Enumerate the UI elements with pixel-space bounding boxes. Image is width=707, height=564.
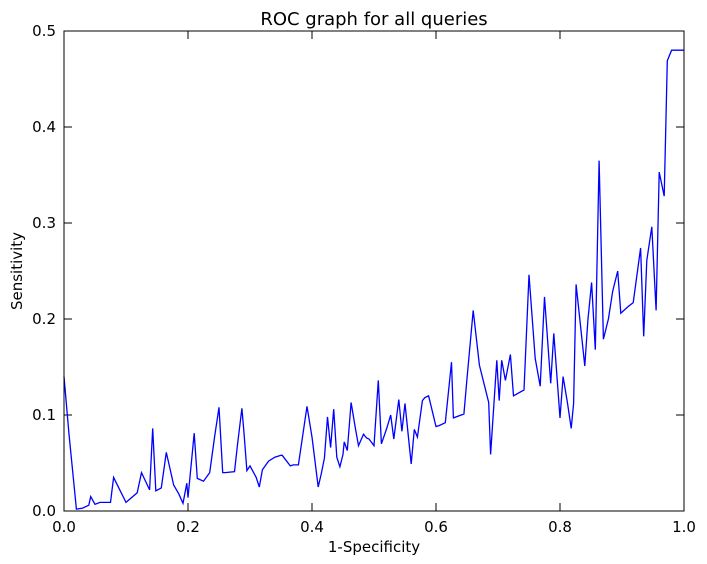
series-layer: [63, 49, 684, 510]
x-tick-label: 0.8: [548, 518, 572, 536]
y-axis-title: Sensitivity: [8, 232, 26, 310]
x-axis-title: 1-Specificity: [328, 538, 420, 556]
y-tick-label: 0.3: [32, 214, 56, 232]
y-tick-label: 0.1: [32, 406, 56, 424]
x-tick-label: 0.0: [52, 518, 76, 536]
x-tick-label: 0.6: [424, 518, 448, 536]
y-tick-label: 0.2: [32, 310, 56, 328]
plot-frame: [63, 30, 685, 512]
x-axis-ticks: 0.0 0.2 0.4 0.6 0.8 1.0: [52, 31, 696, 536]
y-tick-label: 0.0: [32, 502, 56, 520]
x-tick-label: 0.2: [176, 518, 200, 536]
y-tick-label: 0.4: [32, 118, 56, 136]
y-tick-label: 0.5: [32, 22, 56, 40]
x-tick-label: 0.4: [300, 518, 324, 536]
x-tick-label: 1.0: [672, 518, 696, 536]
chart-title: ROC graph for all queries: [260, 9, 487, 30]
roc-series-line: [63, 49, 684, 510]
